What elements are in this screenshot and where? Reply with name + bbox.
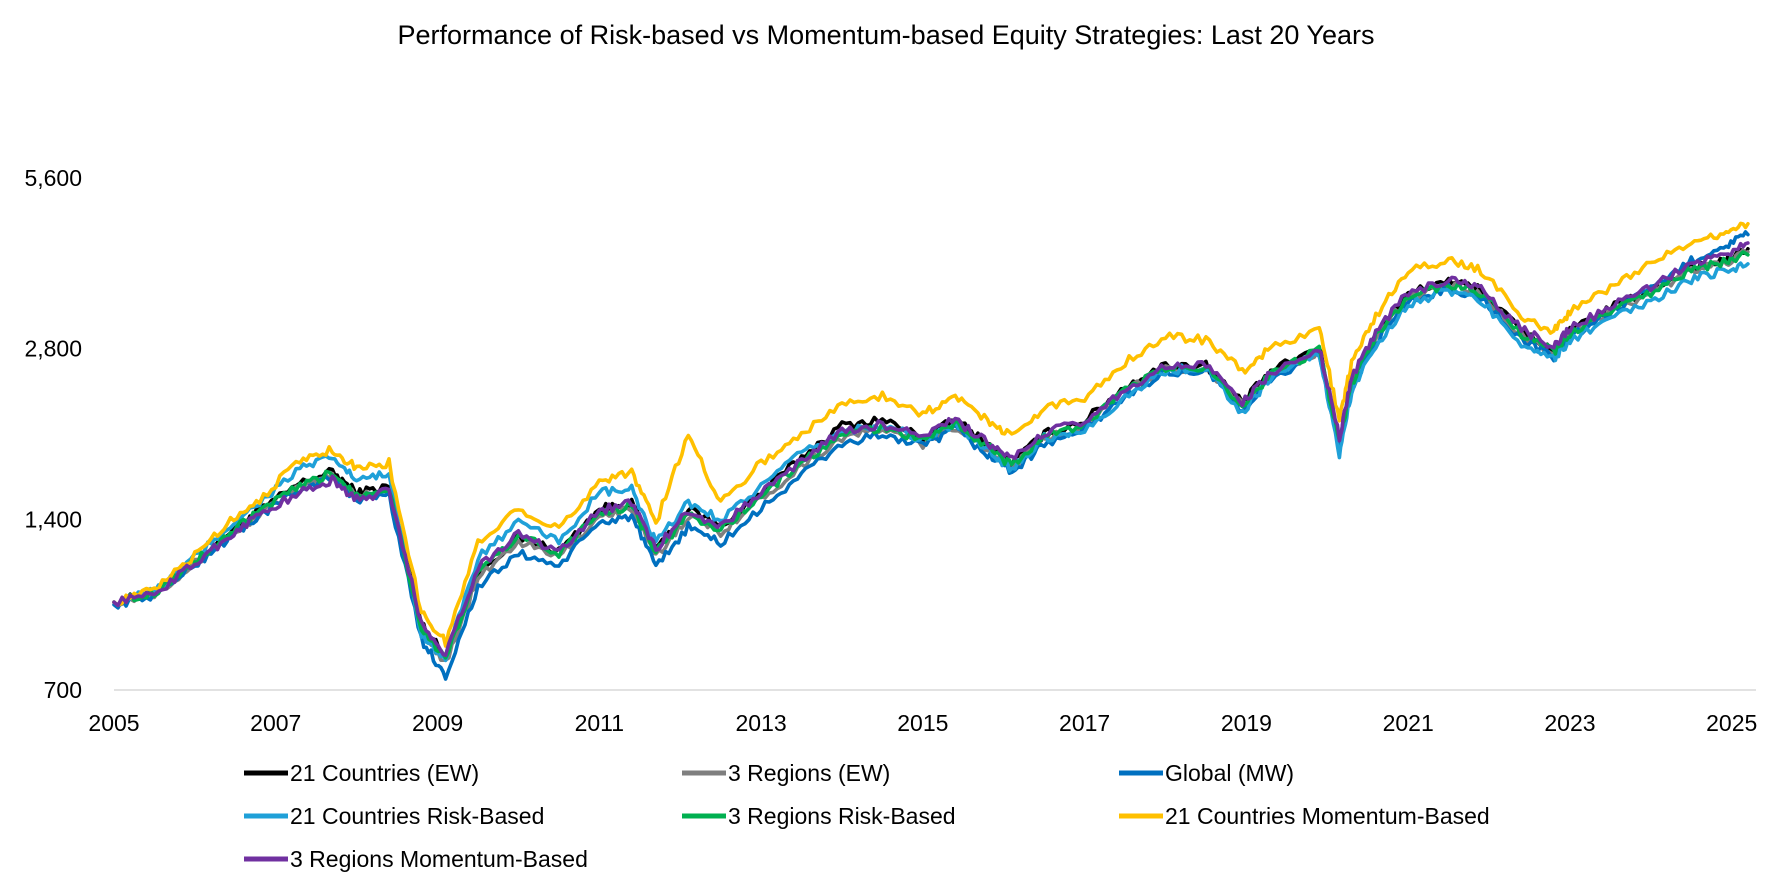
x-tick-label: 2017 (1059, 710, 1110, 736)
x-tick-label: 2019 (1221, 710, 1272, 736)
legend-label: 21 Countries Momentum-Based (1165, 803, 1490, 829)
x-tick-label: 2007 (250, 710, 301, 736)
legend-item: 21 Countries Momentum-Based (1119, 803, 1490, 829)
series-line-21-countries-momentum-based (112, 221, 1750, 648)
legend-item: 3 Regions Momentum-Based (244, 846, 588, 872)
y-tick-label: 5,600 (24, 165, 82, 191)
x-tick-label: 2009 (412, 710, 463, 736)
chart-title: Performance of Risk-based vs Momentum-ba… (398, 20, 1375, 50)
x-tick-label: 2021 (1383, 710, 1434, 736)
legend-label: Global (MW) (1165, 760, 1294, 786)
series-line-3-regions-momentum-based (112, 241, 1750, 658)
legend-label: 3 Regions Momentum-Based (290, 846, 588, 872)
series-lines (112, 221, 1750, 681)
y-tick-label: 1,400 (24, 506, 82, 532)
legend-item: 21 Countries Risk-Based (244, 803, 544, 829)
legend-label: 3 Regions (EW) (728, 760, 890, 786)
x-axis: 2005 2007 2009 2011 2013 2015 2017 2019 2021 2023… (88, 710, 1757, 736)
y-tick-label: 2,800 (24, 336, 82, 362)
x-tick-label: 2015 (897, 710, 948, 736)
legend-label: 21 Countries Risk-Based (290, 803, 544, 829)
legend-label: 3 Regions Risk-Based (728, 803, 956, 829)
y-axis: 700 1,400 2,800 5,600 (24, 165, 82, 703)
legend: 21 Countries (EW) 3 Regions (EW) Global (M… (244, 760, 1490, 872)
x-tick-label: 2011 (575, 710, 624, 736)
legend-item: Global (MW) (1119, 760, 1294, 786)
x-tick-label: 2025 (1706, 710, 1757, 736)
x-tick-label: 2013 (736, 710, 787, 736)
x-tick-label: 2005 (88, 710, 139, 736)
series-line-21-countries-risk-based (112, 261, 1750, 663)
y-tick-label: 700 (44, 677, 82, 703)
series-line-global-mw (112, 230, 1750, 681)
legend-item: 3 Regions (EW) (682, 760, 890, 786)
x-tick-label: 2023 (1544, 710, 1595, 736)
legend-label: 21 Countries (EW) (290, 760, 479, 786)
legend-item: 3 Regions Risk-Based (682, 803, 956, 829)
legend-item: 21 Countries (EW) (244, 760, 479, 786)
